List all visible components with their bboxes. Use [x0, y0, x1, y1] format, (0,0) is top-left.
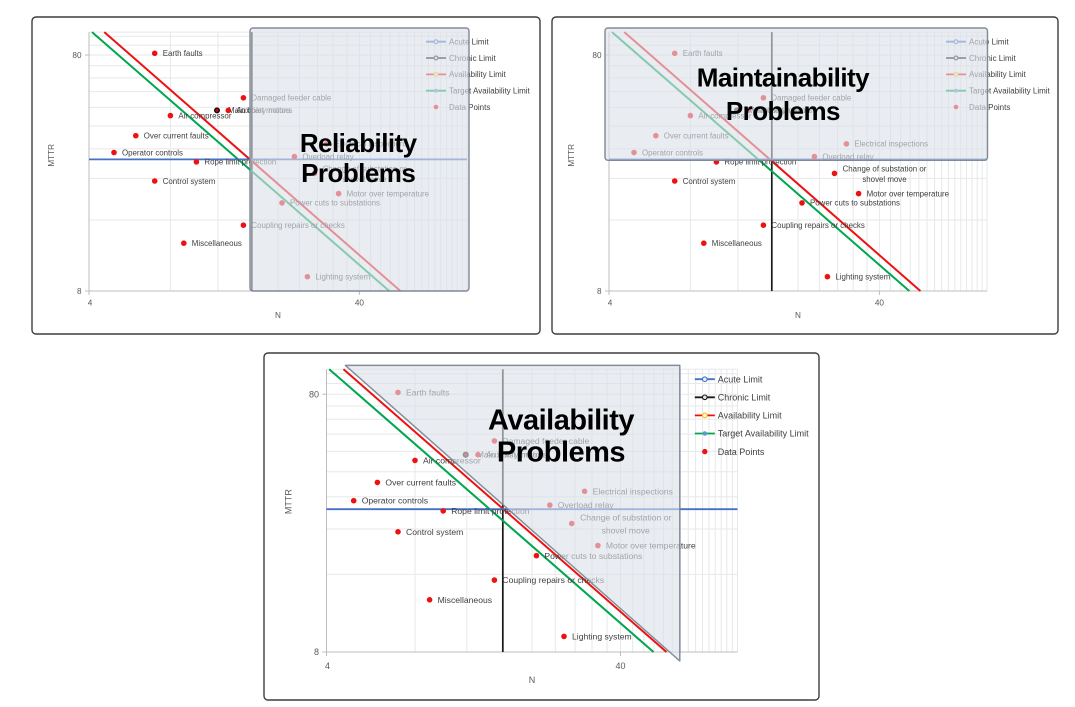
svg-text:Reliability: Reliability: [300, 128, 418, 158]
svg-text:MTTR: MTTR: [284, 489, 294, 514]
svg-text:Operator controls: Operator controls: [122, 148, 183, 157]
svg-text:8: 8: [597, 287, 602, 296]
svg-text:Availability Limit: Availability Limit: [969, 70, 1027, 79]
svg-text:Lighting system: Lighting system: [572, 631, 632, 641]
svg-text:Rope limit protection: Rope limit protection: [724, 158, 796, 167]
svg-text:80: 80: [309, 389, 319, 399]
svg-text:MTTR: MTTR: [567, 144, 576, 167]
svg-text:Availability Limit: Availability Limit: [718, 411, 782, 421]
svg-text:4: 4: [325, 661, 330, 671]
svg-text:Power cuts to substations: Power cuts to substations: [810, 199, 900, 208]
svg-text:Control system: Control system: [163, 177, 216, 186]
svg-text:Change of substation or: Change of substation or: [843, 165, 927, 174]
svg-text:Problems: Problems: [301, 158, 415, 188]
svg-text:Coupling repairs or checks: Coupling repairs or checks: [502, 575, 604, 585]
svg-text:N: N: [795, 311, 801, 320]
svg-text:80: 80: [592, 51, 602, 60]
svg-text:Control system: Control system: [683, 177, 736, 186]
svg-text:Availability Limit: Availability Limit: [449, 70, 507, 79]
svg-text:Target Availability Limit: Target Availability Limit: [449, 87, 531, 96]
svg-text:40: 40: [355, 298, 365, 307]
svg-text:Rope limit protection: Rope limit protection: [451, 506, 530, 516]
svg-text:Rope limit protection: Rope limit protection: [204, 158, 276, 167]
svg-text:Miscellaneous: Miscellaneous: [438, 595, 492, 605]
svg-text:8: 8: [314, 647, 319, 657]
svg-text:shovel move: shovel move: [862, 175, 907, 184]
svg-text:Operator controls: Operator controls: [362, 496, 428, 506]
svg-text:N: N: [275, 311, 281, 320]
svg-text:N: N: [529, 675, 536, 685]
svg-text:Target Availability Limit: Target Availability Limit: [969, 87, 1051, 96]
svg-text:8: 8: [77, 287, 82, 296]
svg-text:Coupling repairs or checks: Coupling repairs or checks: [771, 221, 864, 230]
svg-text:Maintainability: Maintainability: [697, 63, 870, 93]
svg-text:Acute Limit: Acute Limit: [969, 38, 1009, 47]
svg-text:Over current faults: Over current faults: [385, 477, 456, 487]
svg-text:Control system: Control system: [406, 527, 463, 537]
svg-text:Target Availability Limit: Target Availability Limit: [718, 429, 809, 439]
svg-text:Data Points: Data Points: [969, 103, 1010, 112]
svg-text:40: 40: [615, 661, 625, 671]
svg-text:80: 80: [72, 51, 82, 60]
svg-text:Miscellaneous: Miscellaneous: [712, 239, 762, 248]
svg-text:Acute Limit: Acute Limit: [718, 374, 763, 384]
svg-text:Data Points: Data Points: [718, 447, 765, 457]
svg-text:Chronic Limit: Chronic Limit: [718, 392, 771, 402]
svg-text:Earth faults: Earth faults: [163, 49, 203, 58]
svg-text:Chronic Limit: Chronic Limit: [449, 54, 496, 63]
svg-text:MTTR: MTTR: [47, 144, 56, 167]
svg-text:4: 4: [608, 298, 613, 307]
svg-text:Motor over temperature: Motor over temperature: [867, 189, 950, 198]
svg-text:Problems: Problems: [726, 96, 840, 126]
svg-text:Chronic Limit: Chronic Limit: [969, 54, 1016, 63]
svg-text:4: 4: [88, 298, 93, 307]
svg-text:Air compressor: Air compressor: [178, 111, 231, 120]
svg-text:Miscellaneous: Miscellaneous: [192, 239, 242, 248]
svg-text:Lighting system: Lighting system: [835, 272, 890, 281]
svg-text:Problems: Problems: [497, 436, 625, 468]
svg-text:Availability: Availability: [488, 404, 634, 436]
svg-text:Over current faults: Over current faults: [144, 132, 209, 141]
svg-text:40: 40: [875, 298, 885, 307]
